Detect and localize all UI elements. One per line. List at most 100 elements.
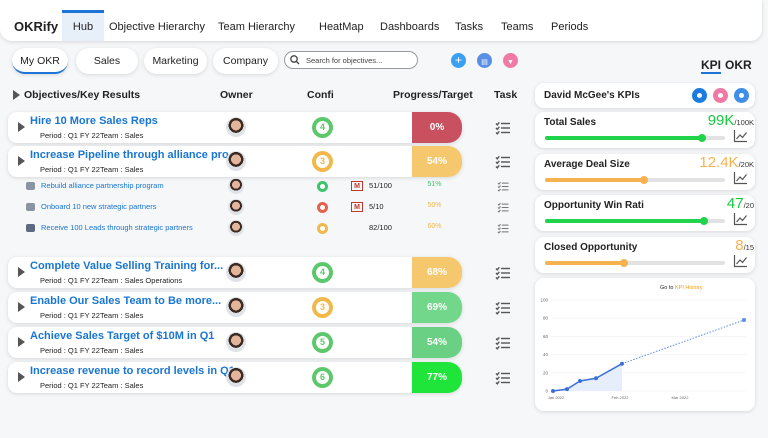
nav-tab[interactable]: Objective Hierarchy [109,21,205,33]
task-icon[interactable] [495,155,510,169]
objective-team: Team : Sales [100,346,144,355]
search-box[interactable] [284,51,418,69]
y-tick-label: 40 [543,352,549,357]
kr-icon [26,203,35,211]
task-check [495,126,500,131]
filter-tab[interactable]: Company [213,48,278,74]
kpi-trend-icon[interactable] [733,255,747,268]
kpi-value: 99K [707,112,735,129]
kpi-card [535,195,755,231]
expand-arrow[interactable] [18,122,26,132]
kpi-trend-icon[interactable] [733,130,747,143]
trend-frame [733,213,747,226]
arrow-shape [18,156,25,166]
history-chart: 0 20 40 60 80 100 Jan 2022 Feb 2022 Mar 2022 [540,298,747,400]
panel-tab[interactable]: OKR [725,58,752,72]
objective-title[interactable]: Increase Pipeline through alliance pro.. [30,149,235,161]
expand-arrow[interactable] [18,337,26,347]
task-icon[interactable] [497,202,509,213]
nav-tab[interactable]: Hub [62,10,104,41]
kpi-target: /20K [738,160,754,169]
nav-tab[interactable]: Periods [551,21,589,33]
kr-confidence [317,181,328,192]
objective-title[interactable]: Increase revenue to record levels in Q1 [30,365,235,377]
kpi-fill [545,136,703,140]
kr-title[interactable]: Onboard 10 new strategic partners [41,202,157,211]
column-header: Owner [220,89,253,101]
progress-badge: 68% [412,257,462,288]
kpi-track [545,261,725,265]
nav-tab[interactable]: Tasks [455,21,484,33]
panel-tab[interactable]: KPI [701,58,722,74]
kpi-fill [545,178,645,182]
action-button[interactable]: + [451,53,466,68]
objective-period: Period : Q1 FY 22 [40,311,100,320]
link-prefix: Go to [660,285,674,291]
filter-tab[interactable]: My OKR [12,48,68,74]
button-glyph [739,93,744,98]
kpi-header-title: David McGee's KPIs [544,90,640,101]
button-glyph: + [455,53,462,67]
task-icon[interactable] [495,371,510,385]
kr-title[interactable]: Receive 100 Leads through strategic part… [41,223,193,232]
task-icon[interactable] [495,121,510,135]
kr-current: 5/10 [369,202,384,211]
objective-title[interactable]: Enable Our Sales Team to Be more... [30,295,222,307]
task-icon-group [497,223,509,234]
task-icon[interactable] [495,336,510,350]
kpi-trend-icon[interactable] [733,172,747,185]
history-link[interactable]: Go to KPI History [660,285,703,291]
objective-team: Team : Sales [100,165,144,174]
task-icon-group [495,266,510,280]
filter-tab[interactable]: Marketing [144,48,207,74]
task-check [497,206,501,210]
kpi-action-button[interactable] [692,88,707,103]
nav-tab[interactable]: Dashboards [380,21,440,33]
confidence-value: 3 [316,155,329,168]
kpi-thumb [620,259,628,267]
kr-title[interactable]: Rebuild alliance partnership program [41,181,164,190]
kr-confidence [317,202,328,213]
action-button[interactable]: ▼ [503,53,518,68]
expand-arrow[interactable] [18,267,26,277]
task-icon[interactable] [497,181,509,192]
kr-current: 82/100 [369,223,392,232]
actual-point [551,389,555,393]
expand-arrow[interactable] [13,90,21,100]
nav-tab[interactable]: Team Hierarchy [218,21,296,33]
task-check [495,160,500,165]
task-icon[interactable] [495,301,510,315]
nav-tab[interactable]: HeatMap [319,21,364,33]
actual-point [565,387,569,392]
kpi-fill [545,261,625,265]
kpi-card [535,237,755,273]
objective-team: Team : Sales [100,131,144,140]
nav-tab[interactable]: Teams [501,21,534,33]
action-button[interactable]: ▤ [477,53,492,68]
objective-title[interactable]: Complete Value Selling Training for... [30,260,224,272]
task-icon-group [495,371,510,385]
kpi-thumb [640,176,648,184]
objective-title[interactable]: Hire 10 More Sales Reps [30,115,158,127]
task-icon[interactable] [495,266,510,280]
kpi-action-button[interactable] [713,88,728,103]
task-icon-group [495,155,510,169]
kpi-trend-icon[interactable] [733,213,747,226]
expand-arrow[interactable] [18,302,26,312]
expand-arrow[interactable] [18,156,26,166]
progress-badge: 77% [412,362,462,393]
search-icon [290,55,300,65]
owner-avatar [226,297,246,317]
x-tick-label: Feb 2022 [612,395,630,400]
arrow-shape [18,267,25,277]
kpi-name: Closed Opportunity [544,242,638,253]
expand-arrow[interactable] [18,372,26,382]
objective-title[interactable]: Achieve Sales Target of $10M in Q1 [30,330,215,342]
kr-progress: 51% [427,181,442,188]
task-icon[interactable] [497,223,509,234]
projection-point [742,318,746,323]
filter-tab[interactable]: Sales [76,48,138,74]
arrow-shape [18,122,25,132]
kpi-action-button[interactable] [734,88,749,103]
kpi-fill [545,219,705,223]
